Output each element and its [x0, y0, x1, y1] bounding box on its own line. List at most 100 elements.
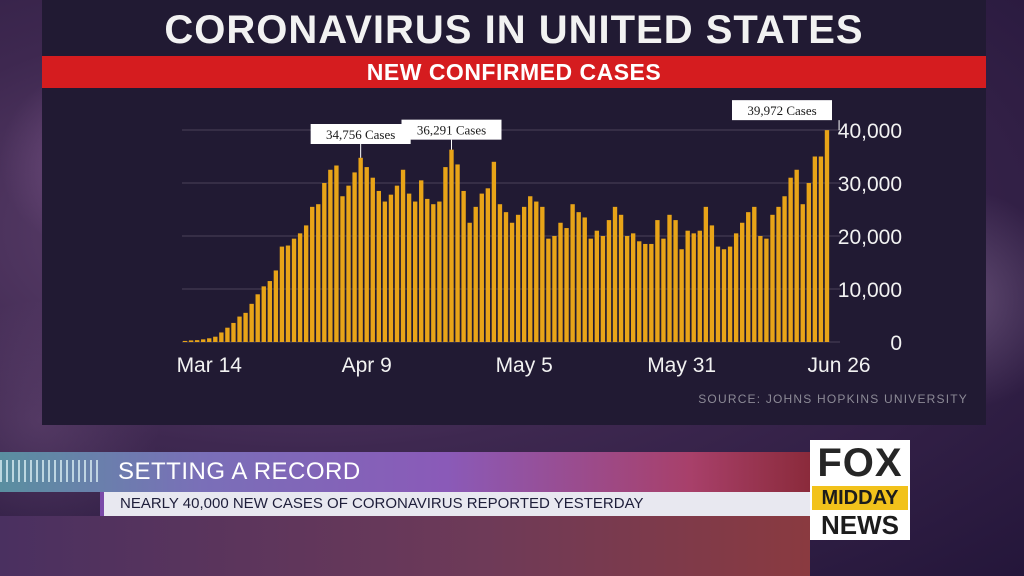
- bar: [412, 201, 418, 342]
- bar: [612, 206, 618, 342]
- bar: [709, 225, 715, 342]
- bar: [479, 193, 484, 342]
- bar: [400, 169, 406, 342]
- bar: [310, 206, 315, 342]
- bar: [740, 222, 745, 342]
- bar: [364, 167, 369, 342]
- bar: [800, 204, 805, 342]
- bar: [655, 220, 660, 342]
- bar: [552, 236, 557, 342]
- bar: [721, 249, 727, 342]
- bar: [806, 183, 811, 342]
- bar: [201, 339, 206, 342]
- bar: [546, 238, 551, 342]
- bar: [558, 222, 563, 342]
- bar: [237, 316, 242, 342]
- bar: [661, 238, 666, 342]
- y-tick-label: 20,000: [838, 226, 902, 249]
- bar: [564, 228, 569, 342]
- bar: [733, 233, 739, 342]
- bar: [812, 156, 818, 342]
- bottom-band: [0, 516, 810, 576]
- bar: [431, 204, 436, 342]
- bar: [770, 214, 775, 342]
- x-tick-label: Mar 14: [177, 354, 243, 377]
- bar: [752, 206, 757, 342]
- bar: [630, 233, 636, 342]
- bar: [473, 206, 478, 342]
- logo-midday-text: MIDDAY: [812, 486, 908, 510]
- bar: [267, 281, 272, 342]
- bar: [764, 238, 769, 342]
- bar: [679, 249, 684, 342]
- bar: [776, 206, 781, 342]
- bar: [758, 236, 763, 342]
- x-tick-label: May 31: [647, 354, 716, 377]
- annotation-label: 39,972 Cases: [747, 103, 816, 118]
- bar: [437, 201, 442, 342]
- bar: [485, 188, 491, 342]
- bar: [334, 165, 339, 342]
- bar: [515, 214, 521, 342]
- bar: [606, 220, 612, 342]
- lower-third-headline: SETTING A RECORD: [118, 458, 361, 485]
- bar: [576, 212, 581, 342]
- bar: [316, 204, 321, 342]
- bar: [715, 246, 721, 342]
- bar: [449, 149, 454, 342]
- bar: [382, 201, 388, 342]
- bar: [582, 217, 587, 342]
- bar: [207, 338, 212, 342]
- bar: [406, 193, 412, 342]
- bar: [521, 206, 527, 342]
- bar: [540, 206, 545, 342]
- annotation-label: 34,756 Cases: [326, 127, 395, 142]
- x-tick-label: Apr 9: [342, 354, 392, 377]
- page-title: CORONAVIRUS IN UNITED STATES: [164, 8, 864, 52]
- bar: [328, 169, 333, 342]
- ticker-accent: [100, 492, 104, 516]
- bar: [746, 212, 751, 342]
- bar: [588, 238, 593, 342]
- bar: [352, 172, 357, 342]
- x-tick-label: Jun 26: [808, 354, 871, 377]
- y-tick-label: 10,000: [838, 279, 902, 302]
- y-tick-label: 0: [890, 332, 902, 355]
- annotation-box: [310, 124, 411, 144]
- bar: [340, 196, 345, 342]
- lower-third-stripes: [0, 460, 100, 482]
- bar: [782, 196, 787, 342]
- axis-ticks: 0 10,000 20,000 30,000 40,000 Mar 14 Apr 9 May …: [177, 120, 902, 377]
- lower-third-bar: [0, 452, 812, 492]
- bar: [261, 286, 266, 342]
- annotations: 34,756 Cases 36,291 Cases 39,972 Cases: [310, 100, 840, 158]
- bar: [570, 204, 575, 342]
- bar: [273, 270, 279, 342]
- bar: [285, 245, 291, 342]
- bar: [461, 190, 466, 342]
- bar: [376, 190, 382, 342]
- bar: [322, 183, 327, 342]
- bar: [624, 236, 630, 342]
- bar: [303, 225, 309, 342]
- bar: [291, 238, 297, 342]
- x-tick-label: May 5: [496, 354, 553, 377]
- bar: [231, 322, 236, 342]
- bar: [443, 167, 448, 342]
- bar: [594, 230, 600, 342]
- bar: [503, 212, 509, 342]
- bar: [673, 220, 678, 342]
- bar: [243, 312, 248, 342]
- bar: [419, 180, 424, 342]
- bar: [794, 169, 799, 342]
- annotation-box: [732, 100, 832, 121]
- bar: [370, 177, 375, 342]
- bar: [249, 303, 254, 342]
- bar: [824, 130, 830, 342]
- bar: [225, 327, 230, 342]
- bar: [219, 332, 224, 342]
- bar: [358, 157, 363, 342]
- bar: [649, 243, 654, 342]
- bar: [425, 198, 430, 342]
